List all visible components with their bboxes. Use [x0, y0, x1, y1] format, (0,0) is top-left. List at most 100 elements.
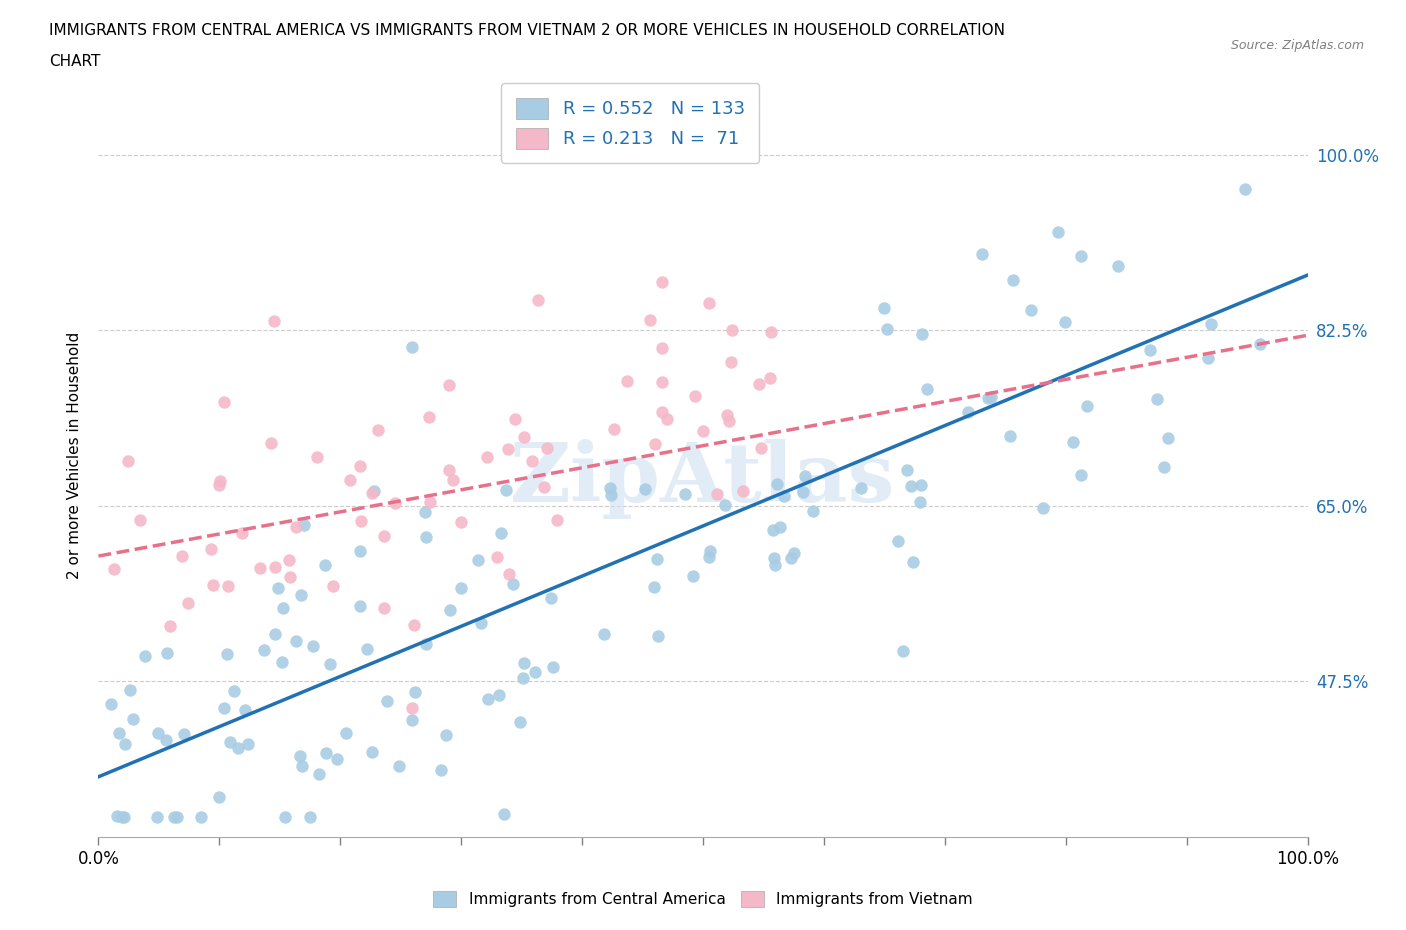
Point — [651, 374, 673, 389]
Point — [361, 744, 384, 759]
Point — [326, 752, 349, 767]
Point — [1070, 468, 1092, 483]
Point — [1153, 459, 1175, 474]
Point — [202, 578, 225, 592]
Point — [415, 530, 437, 545]
Point — [105, 808, 128, 823]
Point — [108, 726, 131, 741]
Point — [716, 408, 738, 423]
Point — [177, 595, 200, 610]
Point — [439, 603, 461, 618]
Point — [339, 472, 361, 487]
Point — [1107, 259, 1129, 274]
Point — [322, 578, 344, 593]
Point — [998, 428, 1021, 443]
Point — [307, 449, 329, 464]
Point — [285, 633, 308, 648]
Point — [437, 378, 460, 392]
Point — [759, 325, 782, 339]
Point — [222, 684, 245, 698]
Point — [717, 414, 740, 429]
Point — [226, 740, 249, 755]
Legend: Immigrants from Central America, Immigrants from Vietnam: Immigrants from Central America, Immigra… — [427, 885, 979, 913]
Point — [302, 638, 325, 653]
Point — [350, 513, 373, 528]
Y-axis label: 2 or more Vehicles in Household: 2 or more Vehicles in Household — [67, 332, 83, 579]
Point — [706, 486, 728, 501]
Point — [486, 550, 509, 565]
Point — [697, 296, 720, 311]
Point — [373, 529, 395, 544]
Point — [349, 543, 371, 558]
Point — [120, 683, 142, 698]
Point — [643, 579, 665, 594]
Point — [1249, 337, 1271, 352]
Point — [1146, 392, 1168, 406]
Point — [413, 504, 436, 519]
Point — [349, 599, 371, 614]
Point — [401, 339, 423, 354]
Point — [682, 568, 704, 583]
Point — [763, 557, 786, 572]
Point — [404, 684, 426, 699]
Point — [876, 321, 898, 336]
Point — [450, 514, 472, 529]
Point — [314, 558, 336, 573]
Text: CHART: CHART — [49, 54, 101, 69]
Point — [264, 627, 287, 642]
Point — [638, 312, 661, 327]
Point — [290, 748, 312, 763]
Point — [509, 714, 531, 729]
Point — [673, 486, 696, 501]
Point — [349, 458, 371, 473]
Point — [260, 436, 283, 451]
Point — [208, 473, 231, 488]
Point — [488, 687, 510, 702]
Point — [112, 809, 135, 824]
Point — [503, 411, 526, 426]
Point — [214, 394, 236, 409]
Text: Source: ZipAtlas.com: Source: ZipAtlas.com — [1230, 39, 1364, 52]
Point — [217, 646, 239, 661]
Point — [513, 656, 536, 671]
Point — [122, 711, 145, 726]
Point — [375, 694, 398, 709]
Point — [134, 648, 156, 663]
Point — [117, 454, 139, 469]
Point — [502, 577, 524, 591]
Point — [970, 246, 993, 261]
Point — [533, 480, 555, 495]
Point — [748, 377, 770, 392]
Point — [1062, 435, 1084, 450]
Point — [683, 389, 706, 404]
Point — [270, 655, 292, 670]
Point — [599, 487, 621, 502]
Point — [477, 691, 499, 706]
Point — [651, 341, 673, 356]
Point — [891, 644, 914, 658]
Point — [645, 552, 668, 567]
Point — [492, 806, 515, 821]
Point — [373, 601, 395, 616]
Point — [801, 503, 824, 518]
Point — [769, 520, 792, 535]
Point — [603, 421, 626, 436]
Point — [1019, 303, 1042, 318]
Point — [470, 616, 492, 631]
Point — [315, 746, 337, 761]
Point — [100, 697, 122, 711]
Point — [762, 551, 785, 565]
Point — [267, 580, 290, 595]
Point — [794, 469, 817, 484]
Point — [388, 758, 411, 773]
Text: IMMIGRANTS FROM CENTRAL AMERICA VS IMMIGRANTS FROM VIETNAM 2 OR MORE VEHICLES IN: IMMIGRANTS FROM CENTRAL AMERICA VS IMMIG… — [49, 23, 1005, 38]
Point — [233, 702, 256, 717]
Point — [111, 809, 134, 824]
Point — [520, 453, 543, 468]
Point — [208, 478, 231, 493]
Point — [647, 628, 669, 643]
Point — [190, 809, 212, 824]
Point — [319, 657, 342, 671]
Point — [980, 390, 1002, 405]
Point — [1199, 317, 1222, 332]
